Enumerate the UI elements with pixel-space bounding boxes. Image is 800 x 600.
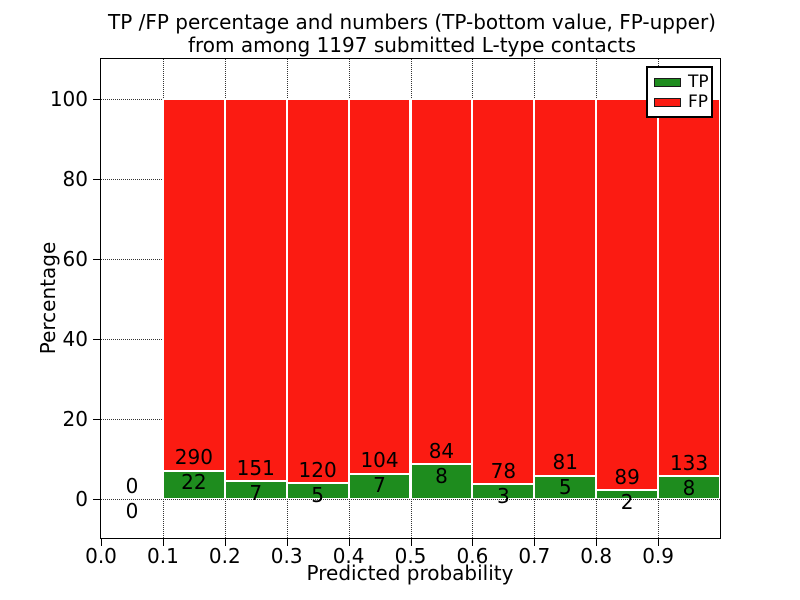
fp-bar-bin-3 [286, 99, 349, 483]
tp-count-label-bin-5: 8 [435, 463, 448, 488]
legend-entry-fp: FP [654, 92, 709, 112]
plot-area: 0 0 290 22 151 7 120 5 104 7 84 8 78 3 81 5 89 2 133 8 TP FP [100, 58, 721, 539]
x-tick-0.3 [286, 539, 288, 546]
fp-bar-bin-6 [472, 99, 535, 485]
fp-count-label-bin-7: 81 [552, 450, 578, 475]
fp-bar-bin-1 [162, 99, 225, 471]
tp-count-label-bin-9: 8 [682, 475, 696, 500]
y-tick-label-80: 80 [62, 167, 88, 191]
x-tick-0.9 [658, 539, 660, 546]
y-tick-label-100: 100 [49, 87, 88, 111]
tp-count-label-bin-0: 0 [125, 498, 139, 523]
tp-bar-bin-3 [286, 483, 349, 499]
x-axis-label: Predicted probability [306, 561, 514, 585]
fp-count-label-bin-5: 84 [428, 438, 455, 463]
y-tick-label-40: 40 [62, 327, 88, 351]
x-tick-0.8 [596, 539, 598, 546]
tp-count-label-bin-1: 22 [181, 470, 207, 495]
y-tick-60 [93, 259, 100, 260]
x-tick-label-0.4: 0.4 [332, 544, 365, 568]
tp-bar-bin-9 [658, 476, 720, 499]
fp-count-label-bin-8: 89 [614, 464, 640, 489]
fp-bar-bin-8 [596, 99, 659, 491]
x-tick-0.7 [534, 539, 536, 546]
fp-bar-bin-5 [410, 99, 473, 465]
fp-bar-bin-4 [348, 99, 411, 474]
fp-count-label-bin-4: 104 [360, 448, 399, 473]
tp-count-label-bin-8: 2 [620, 489, 634, 514]
fp-bar-bin-7 [534, 99, 597, 476]
chart-title-line2: from among 1197 submitted L-type contact… [187, 33, 637, 57]
chart-title-line1: TP /FP percentage and numbers (TP-bottom… [108, 10, 716, 34]
x-tick-label-0.8: 0.8 [580, 544, 613, 568]
y-tick-label-20: 20 [62, 407, 88, 431]
tp-bar-bin-5 [410, 464, 473, 499]
tp-bar-bin-7 [534, 475, 597, 499]
x-tick-label-0.0: 0.0 [85, 544, 117, 568]
x-tick-0.6 [472, 539, 474, 546]
tp-count-label-bin-7: 5 [558, 475, 572, 500]
fp-bar-bin-2 [224, 99, 287, 482]
x-tick-label-0.2: 0.2 [208, 544, 241, 568]
x-tick-label-0.6: 0.6 [456, 544, 489, 568]
x-tick-0.5 [410, 539, 412, 546]
chart-title: TP /FP percentage and numbers (TP-bottom… [102, 11, 722, 57]
tp-count-label-bin-4: 7 [373, 473, 386, 498]
tp-bar-bin-8 [596, 490, 659, 499]
y-tick-80 [93, 179, 100, 180]
x-tick-label-0.1: 0.1 [146, 544, 179, 568]
y-tick-label-0: 0 [75, 487, 88, 511]
legend-label-tp: TP [688, 72, 709, 92]
fp-count-label-bin-6: 78 [490, 458, 517, 483]
fp-count-label-bin-2: 151 [236, 455, 275, 480]
tp-count-label-bin-3: 5 [311, 482, 325, 507]
legend-label-fp: FP [688, 92, 709, 112]
y-tick-label-60: 60 [62, 247, 88, 271]
x-tick-label-0.9: 0.9 [642, 544, 674, 568]
x-tick-0.4 [348, 539, 350, 546]
legend: TP FP [646, 66, 713, 118]
fp-count-label-bin-0: 0 [125, 473, 139, 498]
y-tick-100 [93, 99, 100, 100]
tp-bar-bin-1 [162, 470, 225, 499]
legend-entry-tp: TP [654, 72, 709, 92]
tp-swatch-icon [654, 77, 681, 87]
x-tick-0.0 [101, 539, 102, 546]
fp-count-label-bin-3: 120 [298, 457, 337, 482]
tp-bar-bin-4 [348, 473, 411, 499]
y-tick-40 [93, 339, 100, 340]
y-tick-20 [93, 419, 100, 420]
tp-count-label-bin-6: 3 [496, 483, 510, 508]
fp-bar-bin-9 [658, 99, 720, 477]
x-tick-label-0.7: 0.7 [518, 544, 551, 568]
x-tick-0.1 [162, 539, 164, 546]
x-tick-label-0.5: 0.5 [394, 544, 427, 568]
tp-bar-bin-6 [472, 484, 535, 499]
x-tick-0.2 [224, 539, 226, 546]
tp-count-label-bin-2: 7 [249, 480, 263, 505]
fp-swatch-icon [654, 97, 681, 107]
fp-count-label-bin-1: 290 [174, 445, 213, 470]
fp-count-label-bin-9: 133 [669, 450, 709, 475]
x-tick-label-0.3: 0.3 [270, 544, 303, 568]
tp-bar-bin-2 [224, 481, 287, 499]
y-tick-0 [93, 499, 100, 500]
